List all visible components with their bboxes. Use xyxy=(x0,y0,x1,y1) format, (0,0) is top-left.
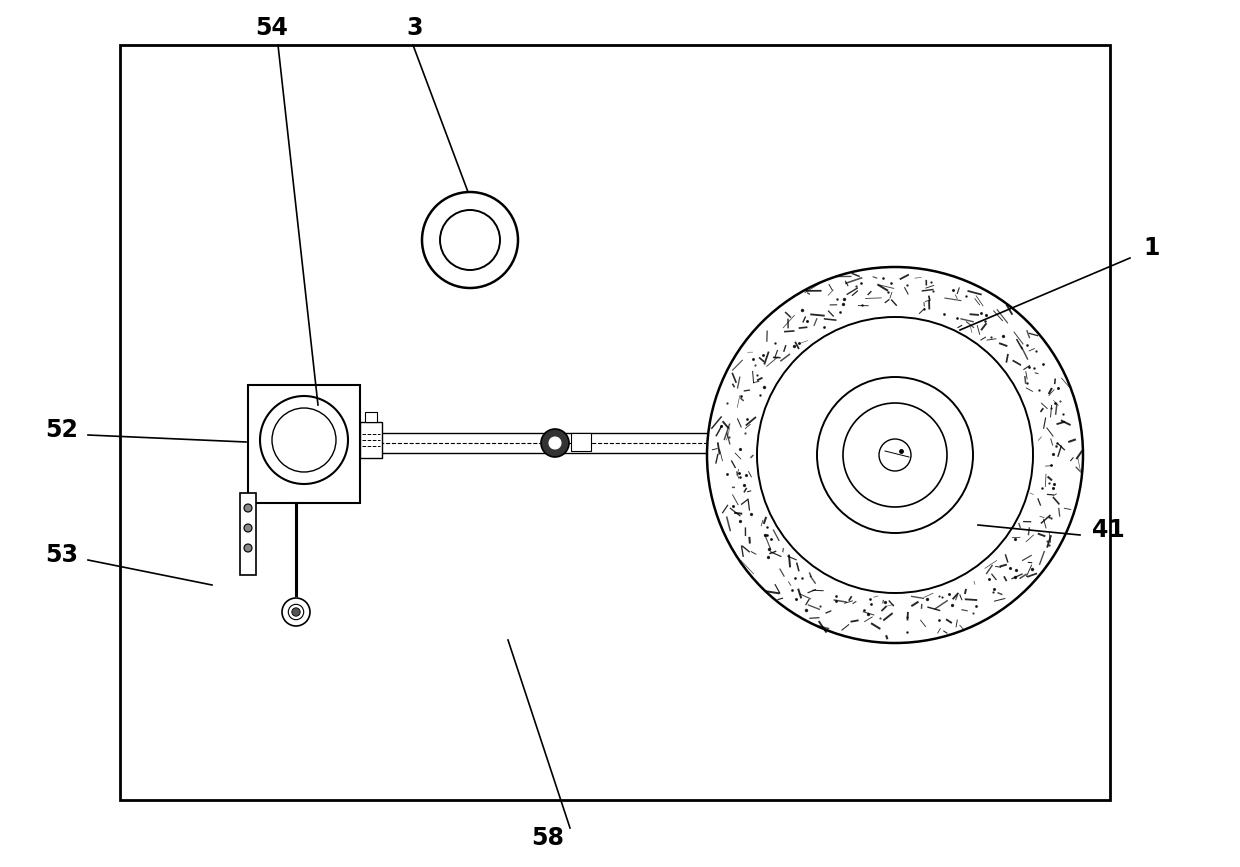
Bar xyxy=(365,412,377,422)
Text: 53: 53 xyxy=(46,543,78,567)
Text: 58: 58 xyxy=(532,826,564,850)
Circle shape xyxy=(549,437,560,449)
Circle shape xyxy=(291,608,300,616)
Bar xyxy=(570,433,591,451)
Circle shape xyxy=(244,504,252,512)
Bar xyxy=(248,385,360,503)
Text: 41: 41 xyxy=(1091,518,1125,542)
Bar xyxy=(360,422,382,458)
Circle shape xyxy=(244,524,252,532)
Circle shape xyxy=(541,429,569,457)
Text: 52: 52 xyxy=(46,418,78,442)
Text: 54: 54 xyxy=(255,16,289,40)
Text: 3: 3 xyxy=(407,16,423,40)
Circle shape xyxy=(244,544,252,552)
Bar xyxy=(120,45,1110,800)
Text: 1: 1 xyxy=(1143,236,1161,260)
Bar xyxy=(241,493,255,575)
